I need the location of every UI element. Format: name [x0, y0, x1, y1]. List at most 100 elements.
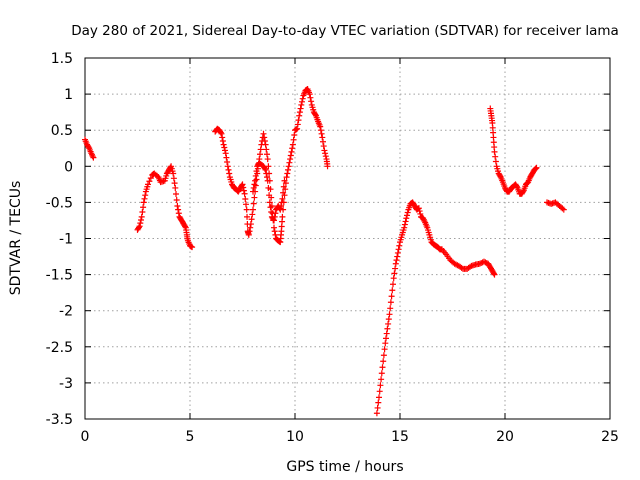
data-point — [146, 178, 153, 185]
data-point — [263, 146, 270, 153]
data-point — [381, 346, 388, 353]
grid — [85, 58, 610, 419]
data-point — [373, 410, 380, 417]
data-point — [376, 388, 383, 395]
data-point — [139, 209, 146, 216]
data-point — [299, 98, 305, 105]
data-point — [174, 203, 181, 210]
data-point — [223, 154, 230, 161]
data-point — [513, 183, 520, 190]
y-tick-label: -0.5 — [46, 195, 73, 211]
y-tick-label: -1 — [59, 232, 73, 248]
data-point — [392, 260, 399, 267]
data-point — [261, 138, 268, 145]
data-point — [393, 257, 400, 264]
y-tick-label: -1.5 — [46, 268, 73, 284]
data-point — [250, 184, 257, 191]
data-point — [380, 352, 387, 359]
data-point — [257, 151, 263, 158]
data-point — [320, 143, 327, 150]
data-point — [322, 150, 329, 157]
data-point — [263, 170, 270, 177]
data-point — [271, 213, 278, 220]
data-point — [401, 224, 408, 231]
data-point — [388, 293, 395, 300]
data-point — [252, 172, 259, 179]
data-point — [219, 138, 226, 145]
data-point — [147, 175, 154, 182]
data-point — [279, 195, 286, 202]
data-point — [267, 204, 274, 211]
data-point — [294, 121, 301, 128]
data-point — [285, 166, 291, 173]
data-point — [532, 165, 539, 172]
data-point — [379, 364, 386, 371]
x-axis-label: GPS time / hours — [286, 459, 403, 475]
data-point — [250, 206, 256, 213]
data-point — [264, 177, 271, 184]
data-point — [390, 281, 396, 288]
data-point — [247, 221, 254, 228]
data-point — [278, 203, 284, 210]
data-point — [380, 358, 387, 365]
chart-title: Day 280 of 2021, Sidereal Day-to-day VTE… — [71, 23, 619, 39]
data-point — [378, 370, 385, 377]
data-point — [278, 199, 285, 206]
data-point — [145, 181, 151, 188]
data-point — [387, 305, 394, 312]
data-point — [416, 208, 423, 215]
data-point — [251, 194, 258, 201]
data-point — [138, 216, 144, 223]
data-point — [320, 138, 326, 145]
data-point — [140, 204, 147, 211]
y-tick-label: 0.5 — [51, 123, 73, 139]
data-point — [280, 183, 287, 190]
data-point — [245, 231, 252, 238]
data-point — [277, 206, 284, 213]
data-point — [222, 147, 228, 154]
data-point — [182, 223, 189, 230]
data-point — [250, 188, 256, 195]
data-point — [404, 212, 410, 219]
y-tick-label: 0 — [64, 159, 73, 175]
x-tick-label: 5 — [186, 429, 195, 445]
data-point — [296, 112, 303, 119]
data-point — [175, 210, 182, 217]
data-point — [240, 187, 247, 194]
data-point — [271, 224, 277, 231]
data-point — [271, 217, 277, 224]
data-point — [491, 148, 498, 155]
data-point — [257, 146, 264, 153]
data-point — [322, 153, 329, 160]
y-tick-label: -2 — [59, 304, 73, 320]
data-point — [417, 210, 424, 217]
data-point — [533, 164, 540, 171]
data-point — [386, 311, 393, 318]
data-point — [266, 199, 273, 206]
data-point — [287, 156, 294, 163]
data-point — [219, 134, 226, 141]
data-point — [383, 330, 390, 337]
data-point — [248, 216, 255, 223]
data-point — [135, 224, 142, 231]
data-point — [242, 196, 249, 203]
data-point — [224, 158, 231, 165]
data-point — [283, 174, 290, 181]
data-point — [243, 206, 250, 213]
data-point — [402, 218, 409, 225]
data-point — [385, 316, 392, 323]
data-point — [404, 209, 411, 216]
data-point — [239, 181, 246, 188]
data-point — [284, 170, 291, 177]
data-points — [82, 86, 567, 417]
data-point — [401, 221, 408, 228]
data-point — [225, 166, 232, 173]
data-point — [307, 94, 314, 101]
data-point — [138, 213, 145, 220]
data-point — [478, 260, 485, 267]
data-point — [396, 242, 403, 249]
data-point — [243, 201, 249, 208]
data-point — [520, 188, 527, 195]
data-point — [376, 394, 382, 401]
data-point — [260, 130, 267, 137]
